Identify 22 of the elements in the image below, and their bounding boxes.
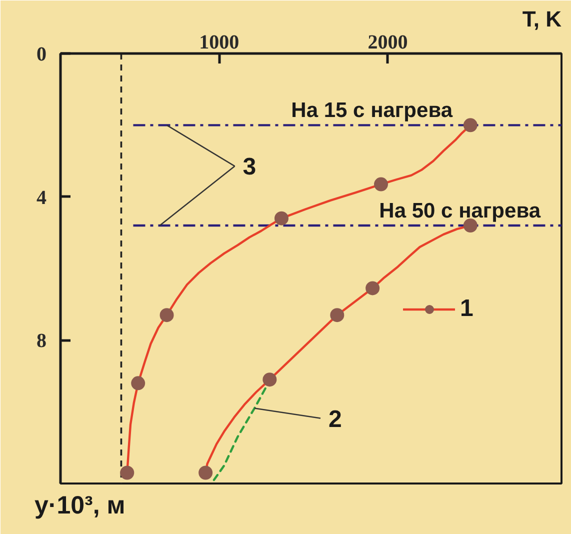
point [131, 376, 146, 390]
x-tick-label: 2000 [368, 32, 408, 54]
annotation: 2 [328, 406, 342, 433]
y-axis-title: y·10³, м [34, 492, 126, 520]
point [374, 177, 388, 192]
point [262, 372, 277, 387]
point [160, 308, 174, 322]
ref-line-label: На 50 с нагрева [379, 200, 541, 222]
annotation: 3 [242, 154, 256, 181]
y-tick-label: 0 [36, 44, 46, 66]
x-tick-label: 1000 [199, 32, 240, 54]
point [274, 211, 288, 226]
point [330, 308, 344, 322]
y-tick-label: 4 [36, 186, 46, 209]
legend-label: 1 [460, 294, 474, 322]
point [366, 281, 380, 296]
y-tick-label: 8 [36, 330, 46, 352]
x-axis-title: T, K [522, 6, 562, 32]
ref-line-label: На 15 с нагрева [291, 99, 453, 122]
point [198, 466, 213, 480]
point [120, 466, 134, 480]
point [463, 118, 478, 132]
